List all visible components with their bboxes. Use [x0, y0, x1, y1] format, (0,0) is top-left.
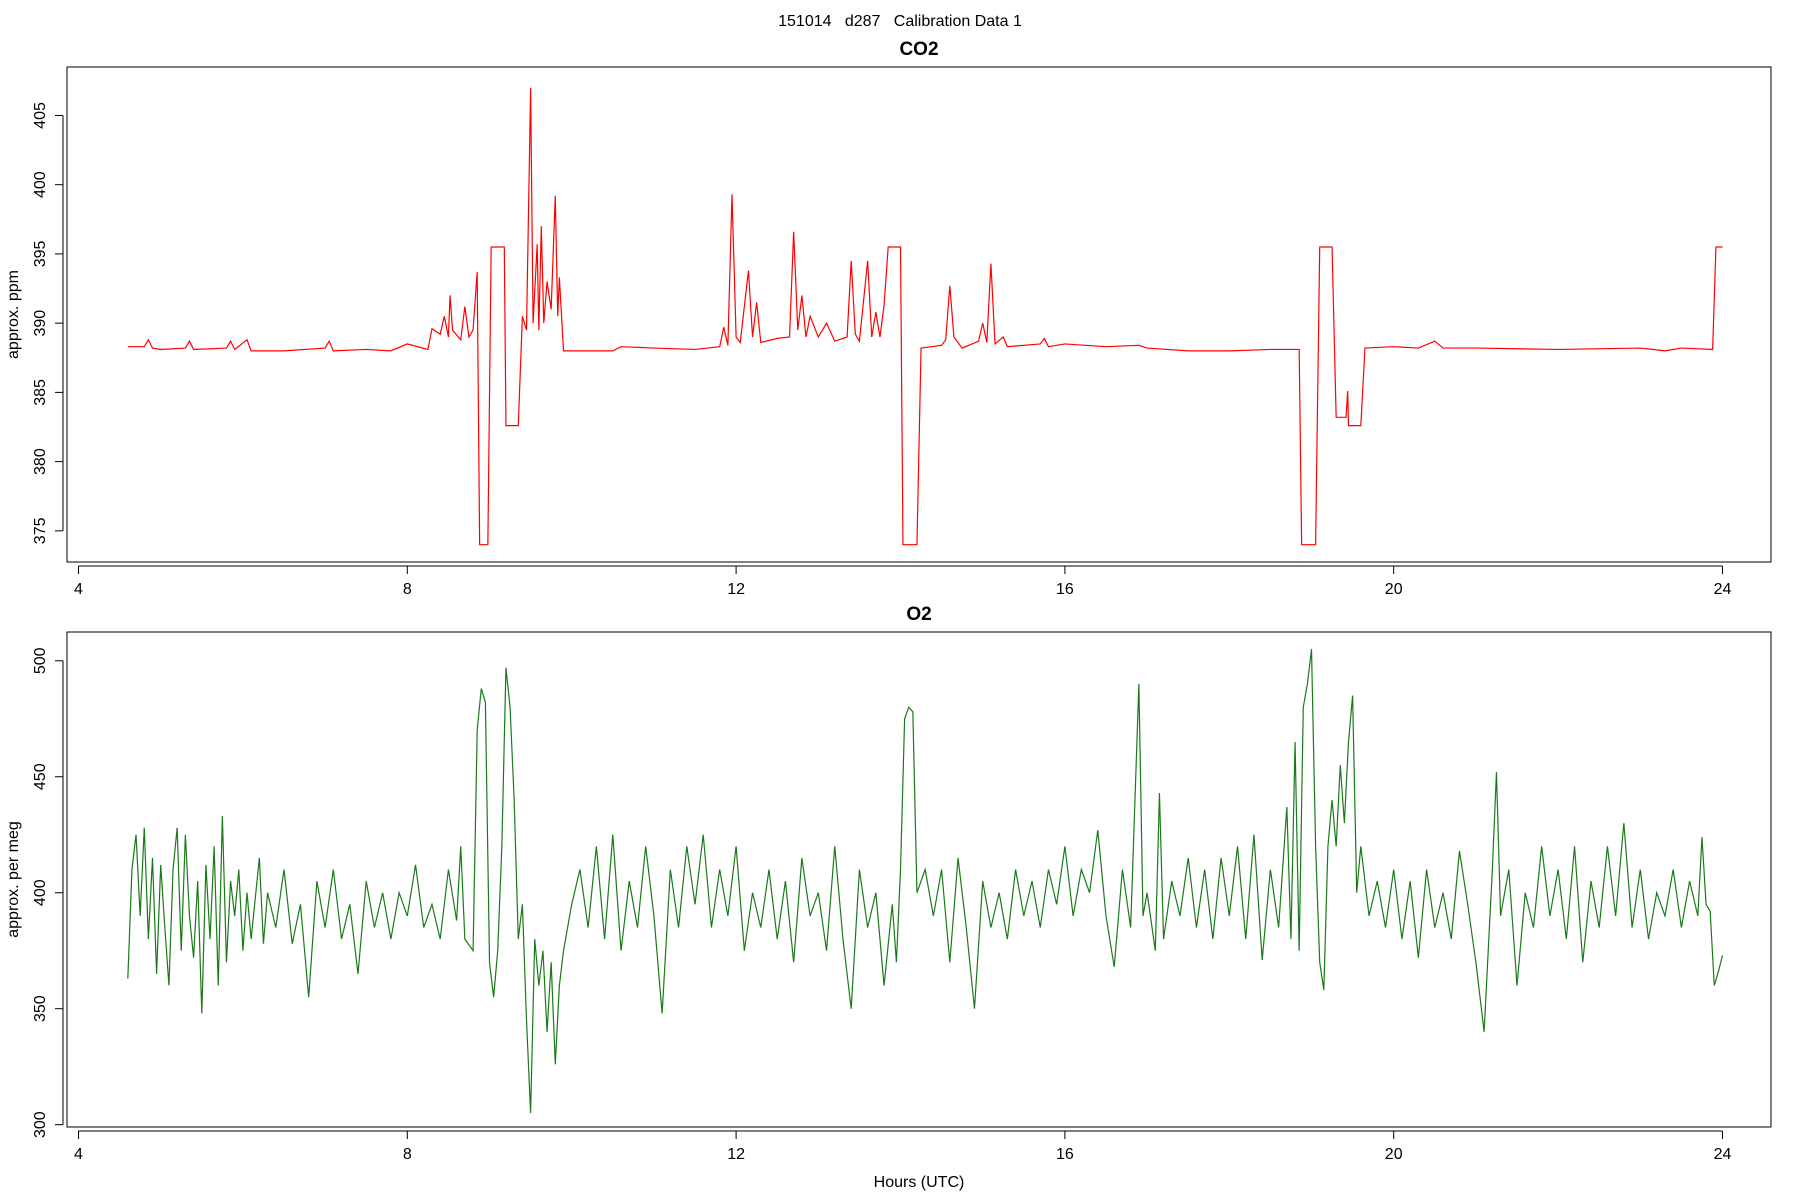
y-tick-label: 350	[32, 995, 49, 1022]
y-tick-label: 385	[32, 379, 49, 406]
x-tick-label: 24	[1714, 1146, 1732, 1163]
chart-title: O2	[906, 604, 931, 625]
y-tick-label: 300	[32, 1111, 49, 1138]
y-tick-label: 500	[32, 647, 49, 674]
x-tick-label: 4	[74, 581, 83, 598]
x-tick-label: 16	[1056, 1146, 1074, 1163]
figure-title: 151014 d287 Calibration Data 1	[778, 13, 1022, 30]
x-tick-label: 8	[403, 1146, 412, 1163]
y-axis-label: approx. per meg	[5, 821, 22, 938]
data-line	[127, 649, 1724, 1114]
x-axis-label: Hours (UTC)	[874, 1174, 965, 1191]
x-tick-label: 12	[727, 1146, 745, 1163]
y-tick-label: 405	[32, 102, 49, 129]
y-tick-label: 450	[32, 763, 49, 790]
x-tick-label: 4	[74, 1146, 83, 1163]
y-axis-label: approx. ppm	[5, 270, 22, 359]
plot-box	[66, 66, 1772, 563]
y-tick-label: 395	[32, 240, 49, 267]
x-tick-label: 16	[1056, 581, 1074, 598]
chart-title: CO2	[899, 39, 938, 60]
y-tick-label: 390	[32, 310, 49, 337]
x-tick-label: 24	[1714, 581, 1732, 598]
y-tick-label: 375	[32, 517, 49, 544]
plot-box	[66, 631, 1772, 1128]
x-tick-label: 20	[1385, 581, 1403, 598]
y-tick-label: 400	[32, 879, 49, 906]
x-tick-label: 8	[403, 581, 412, 598]
y-tick-label: 380	[32, 448, 49, 475]
data-line	[127, 87, 1723, 546]
x-tick-label: 20	[1385, 1146, 1403, 1163]
x-tick-label: 12	[727, 581, 745, 598]
y-tick-label: 400	[32, 171, 49, 198]
